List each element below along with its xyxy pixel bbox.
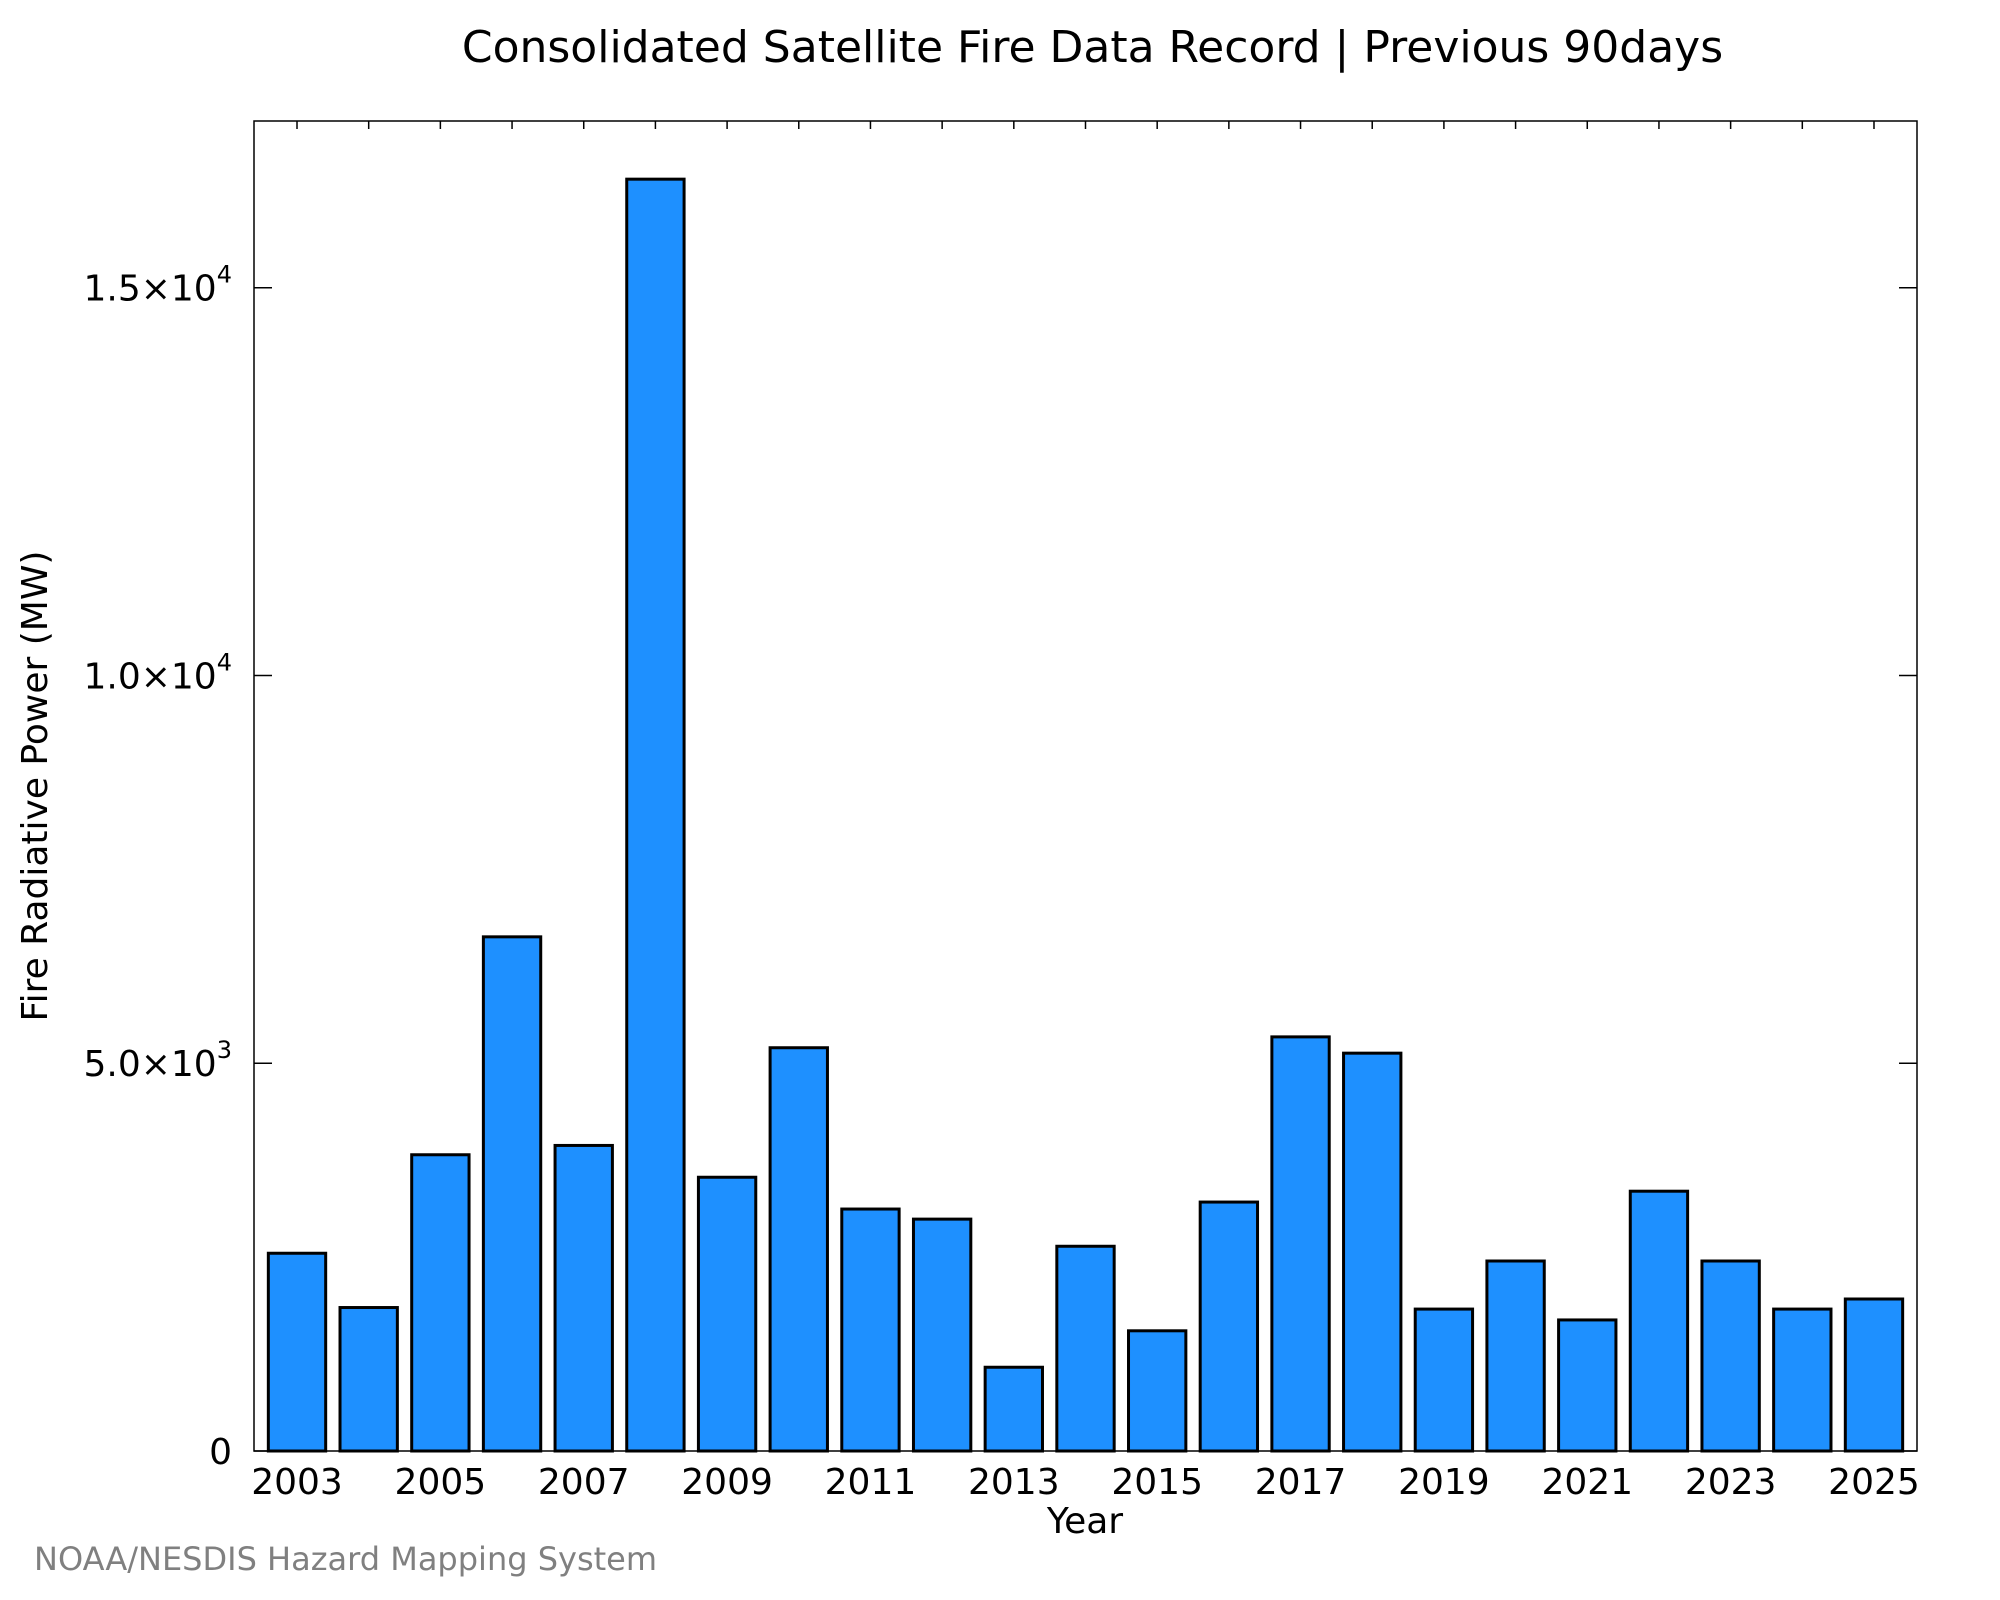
- bar-2022: [1628, 1189, 1690, 1453]
- bar-2018: [1342, 1051, 1403, 1453]
- source-credit: NOAA/NESDIS Hazard Mapping System: [34, 1540, 658, 1578]
- x-tick-label-2025: 2025: [1828, 1462, 1920, 1503]
- bar-2012: [911, 1217, 973, 1453]
- y-tick-label-15000: 1.5×104: [83, 261, 232, 310]
- bar-2009: [696, 1175, 758, 1453]
- bar-2021: [1557, 1318, 1618, 1453]
- x-tick-label-2007: 2007: [538, 1462, 630, 1503]
- bar-2015: [1127, 1329, 1188, 1453]
- bar-2007: [553, 1143, 614, 1453]
- x-tick-labels: 2003 2005 2007 2009 2011 2013 2015 2017 2019 2021…: [251, 1462, 1920, 1503]
- x-tick-label-2009: 2009: [681, 1462, 773, 1503]
- bar-2003: [266, 1251, 328, 1453]
- bar-2006: [481, 935, 543, 1453]
- bar-2013: [983, 1365, 1044, 1453]
- bar-2017: [1270, 1035, 1331, 1453]
- x-tick-label-2021: 2021: [1541, 1462, 1633, 1503]
- bar-2011: [840, 1207, 901, 1453]
- x-tick-label-2011: 2011: [825, 1462, 917, 1503]
- x-tick-label-2003: 2003: [251, 1462, 343, 1503]
- bar-2008: [625, 177, 686, 1453]
- y-tick-label-5000: 5.0×103: [83, 1036, 232, 1085]
- bar-2019: [1413, 1307, 1475, 1453]
- chart-title: Consolidated Satellite Fire Data Record …: [461, 22, 1724, 73]
- x-tick-label-2017: 2017: [1255, 1462, 1347, 1503]
- x-tick-label-2013: 2013: [968, 1462, 1060, 1503]
- x-tick-label-2015: 2015: [1111, 1462, 1203, 1503]
- y-tick-label-0: 0: [209, 1432, 232, 1473]
- x-tick-label-2005: 2005: [395, 1462, 487, 1503]
- bar-2023: [1700, 1259, 1761, 1453]
- y-tick-label-10000: 1.0×104: [83, 648, 232, 697]
- bar-2016: [1198, 1200, 1260, 1453]
- bar-2020: [1485, 1259, 1546, 1453]
- bar-2004: [338, 1306, 399, 1453]
- y-tick-labels: 0 5.0×103 1.0×104 1.5×104: [83, 261, 232, 1473]
- bars: [266, 177, 1905, 1453]
- bar-2005: [410, 1153, 471, 1453]
- bar-2024: [1772, 1307, 1833, 1453]
- x-axis-label: Year: [1046, 1501, 1123, 1542]
- bar-2025: [1843, 1297, 1905, 1453]
- y-axis-label: Fire Radiative Power (MW): [15, 551, 56, 1022]
- x-tick-label-2023: 2023: [1685, 1462, 1777, 1503]
- bar-2010: [768, 1046, 829, 1453]
- x-tick-label-2019: 2019: [1398, 1462, 1490, 1503]
- bar-2014: [1055, 1244, 1116, 1453]
